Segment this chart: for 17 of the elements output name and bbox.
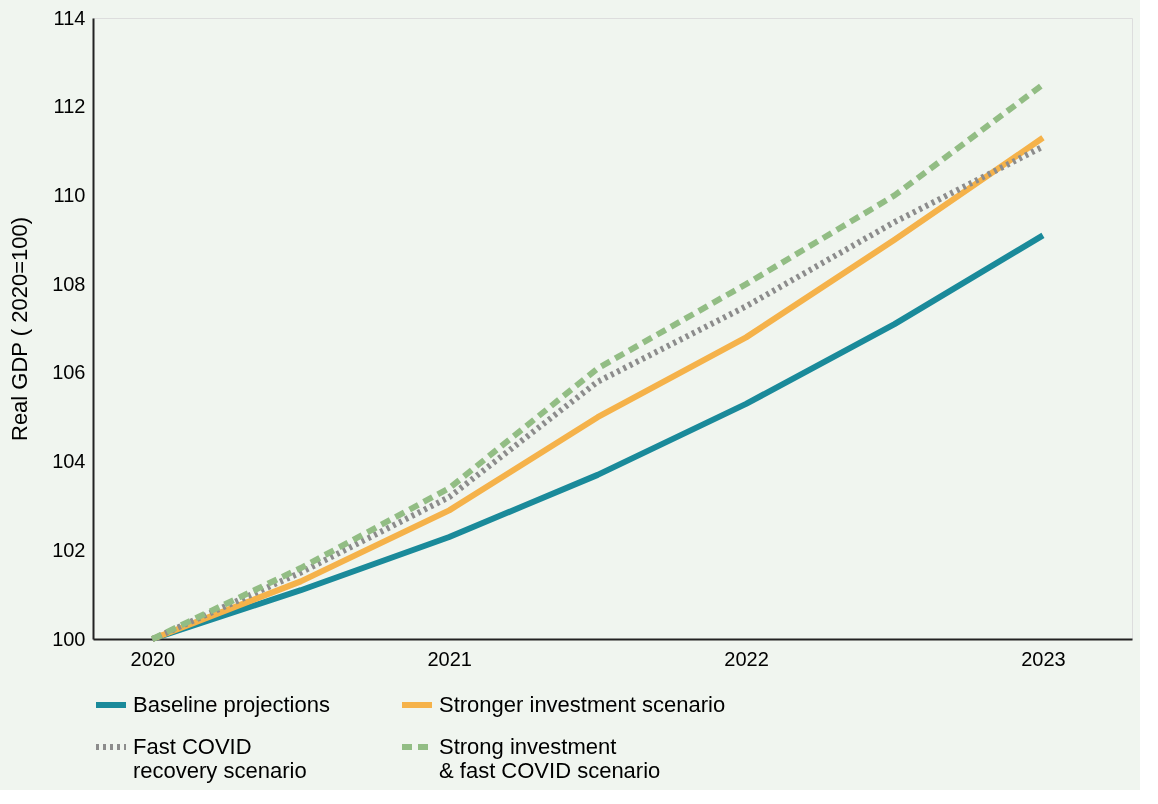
y-tick-label: 108 [52, 272, 86, 295]
legend-label: Strong investment & fast COVID scenario [439, 734, 661, 783]
x-tick-label: 2022 [724, 647, 769, 670]
y-tick-label: 102 [52, 538, 86, 561]
x-tick-label: 2020 [130, 647, 176, 670]
y-tick-label: 100 [52, 627, 86, 650]
legend-label: Stronger investment scenario [439, 692, 726, 717]
y-tick-label: 114 [53, 6, 86, 29]
legend-label: Fast COVID recovery scenario [133, 734, 307, 783]
y-tick-label: 110 [53, 183, 86, 206]
y-tick-label: 104 [52, 450, 86, 473]
x-tick-label: 2021 [427, 647, 472, 670]
y-tick-label: 112 [53, 95, 86, 118]
legend-label: Baseline projections [133, 692, 330, 717]
y-axis-title: Real GDP ( 2020=100) [7, 216, 33, 442]
x-tick-label: 2023 [1021, 647, 1066, 670]
y-tick-label: 106 [52, 361, 86, 384]
